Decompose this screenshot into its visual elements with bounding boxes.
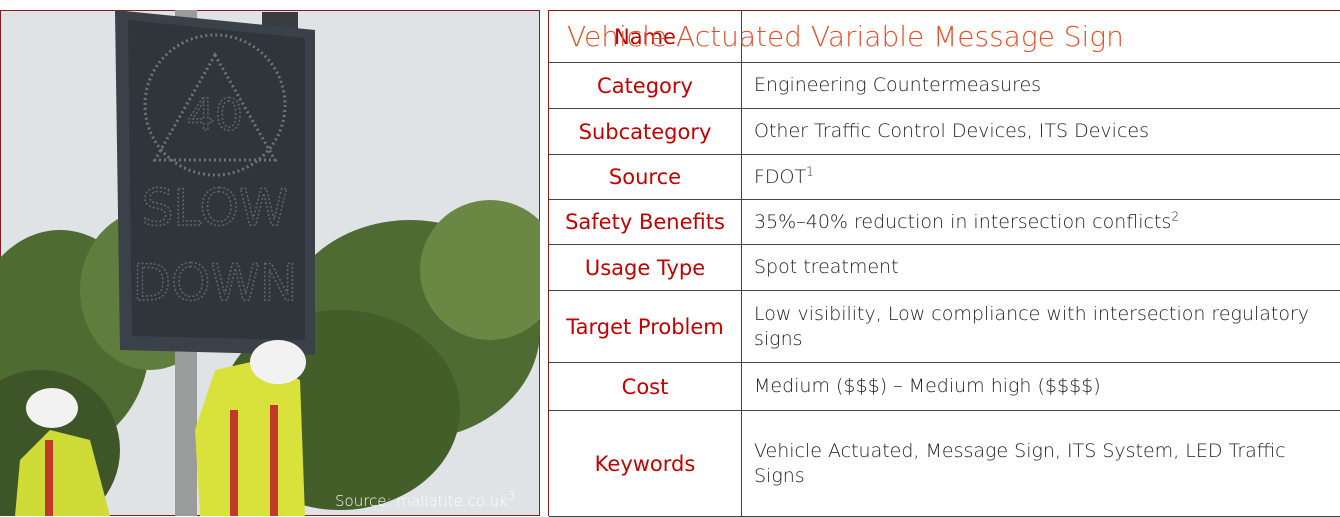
- row-label: Cost: [549, 363, 742, 410]
- table-row: Target Problem Low visibility, Low compli…: [549, 291, 1340, 363]
- row-label: Name: [549, 11, 742, 62]
- value-text: Spot treatment: [754, 256, 899, 278]
- sign-number: 40: [187, 90, 243, 141]
- value-text: FDOT1: [754, 164, 814, 188]
- footnote-ref: 2: [1171, 209, 1179, 224]
- row-label: Category: [549, 63, 742, 108]
- value-text: Engineering Countermeasures: [754, 74, 1042, 96]
- table-row: Safety Benefits 35%–40% reduction in inte…: [549, 200, 1340, 245]
- row-value: Medium ($$$) – Medium high ($$$$): [754, 363, 1337, 410]
- caption-text: Source: mallatite.co.uk: [335, 492, 508, 510]
- row-value: Vehicle Actuated, Message Sign, ITS Syst…: [754, 411, 1337, 516]
- row-value: FDOT1: [754, 155, 1337, 199]
- value-text: Vehicle Actuated Variable Message Sign: [567, 20, 1124, 53]
- row-label: Source: [549, 155, 742, 199]
- value-text: Other Traffic Control Devices, ITS Devic…: [754, 120, 1149, 142]
- table-row: Category Engineering Countermeasures: [549, 63, 1340, 109]
- sign-line: SLOW: [142, 179, 289, 237]
- sign-line: DOWN: [133, 254, 298, 312]
- row-value: 35%–40% reduction in intersection confli…: [754, 200, 1337, 244]
- row-label: Usage Type: [549, 245, 742, 290]
- table-row: Name Vehicle Actuated Variable Message Si…: [549, 11, 1340, 63]
- row-value: Low visibility, Low compliance with inte…: [754, 291, 1337, 362]
- row-label: Keywords: [549, 411, 742, 516]
- image-caption: Source: mallatite.co.uk3: [335, 489, 516, 510]
- caption-sup: 3: [507, 489, 516, 503]
- value-text: Medium ($$$) – Medium high ($$$$): [754, 375, 1101, 397]
- row-value: Other Traffic Control Devices, ITS Devic…: [754, 109, 1337, 154]
- table-row: Keywords Vehicle Actuated, Message Sign, …: [549, 411, 1340, 517]
- row-value: Spot treatment: [754, 245, 1337, 290]
- photo: 40 SLOW DOWN: [0, 10, 540, 516]
- footnote-ref: 1: [806, 164, 814, 179]
- table-row: Subcategory Other Traffic Control Devices…: [549, 109, 1340, 155]
- row-value: Engineering Countermeasures: [754, 63, 1337, 108]
- row-label: Safety Benefits: [549, 200, 742, 244]
- value-text: Vehicle Actuated, Message Sign, ITS Syst…: [754, 439, 1286, 487]
- table-row: Usage Type Spot treatment: [549, 245, 1340, 291]
- table-row: Source FDOT1: [549, 155, 1340, 200]
- row-label: Target Problem: [549, 291, 742, 362]
- table-row: Cost Medium ($$$) – Medium high ($$$$): [549, 363, 1340, 411]
- value-text: 35%–40% reduction in intersection confli…: [754, 209, 1179, 233]
- row-value: Vehicle Actuated Variable Message Sign: [567, 11, 1337, 62]
- info-table: Name Vehicle Actuated Variable Message Si…: [548, 10, 1340, 517]
- value-text: Low visibility, Low compliance with inte…: [754, 302, 1310, 350]
- row-label: Subcategory: [549, 109, 742, 154]
